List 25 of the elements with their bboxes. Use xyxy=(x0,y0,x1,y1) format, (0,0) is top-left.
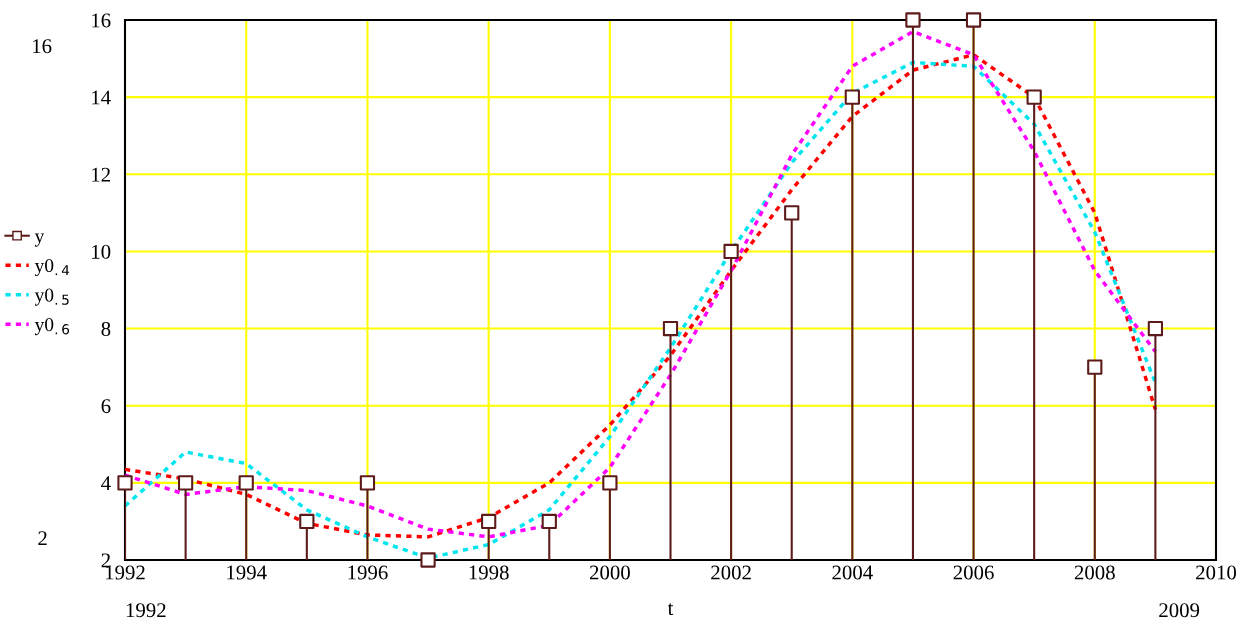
text: 2 xyxy=(38,531,47,546)
y-tick-label: 14 xyxy=(92,90,111,105)
y-tick-label: 12 xyxy=(92,167,110,182)
x-tick-label: 2010 xyxy=(1196,565,1237,580)
y-tick-label: 6 xyxy=(101,399,111,414)
x-axis-title: t xyxy=(667,603,674,616)
y-tick-label: 4 xyxy=(101,476,111,491)
x-tick-label: 2002 xyxy=(711,565,751,580)
x-tick-label: 1998 xyxy=(469,565,509,580)
x-tick-label: 1994 xyxy=(227,565,267,580)
x-tick-label: 2004 xyxy=(832,565,873,580)
legend-label: y0$_{.4}$ xyxy=(34,258,70,277)
text: 1992 xyxy=(126,603,166,618)
y-tick-label: 16 xyxy=(92,13,111,28)
y-tick-label: 10 xyxy=(92,244,111,259)
x-tick-label: 1996 xyxy=(348,565,388,580)
legend-label: y0$_{.6}$ xyxy=(34,318,70,336)
y-tick-label: 8 xyxy=(101,321,111,336)
x-tick-label: 2000 xyxy=(589,565,630,580)
legend-label: y0$_{.5}$ xyxy=(34,288,69,306)
text: 2009 xyxy=(1159,603,1200,618)
text: 16 xyxy=(33,39,52,54)
x-tick-label: 2006 xyxy=(953,565,994,580)
legend-label: y xyxy=(34,233,45,247)
x-tick-label: 2008 xyxy=(1074,565,1115,580)
